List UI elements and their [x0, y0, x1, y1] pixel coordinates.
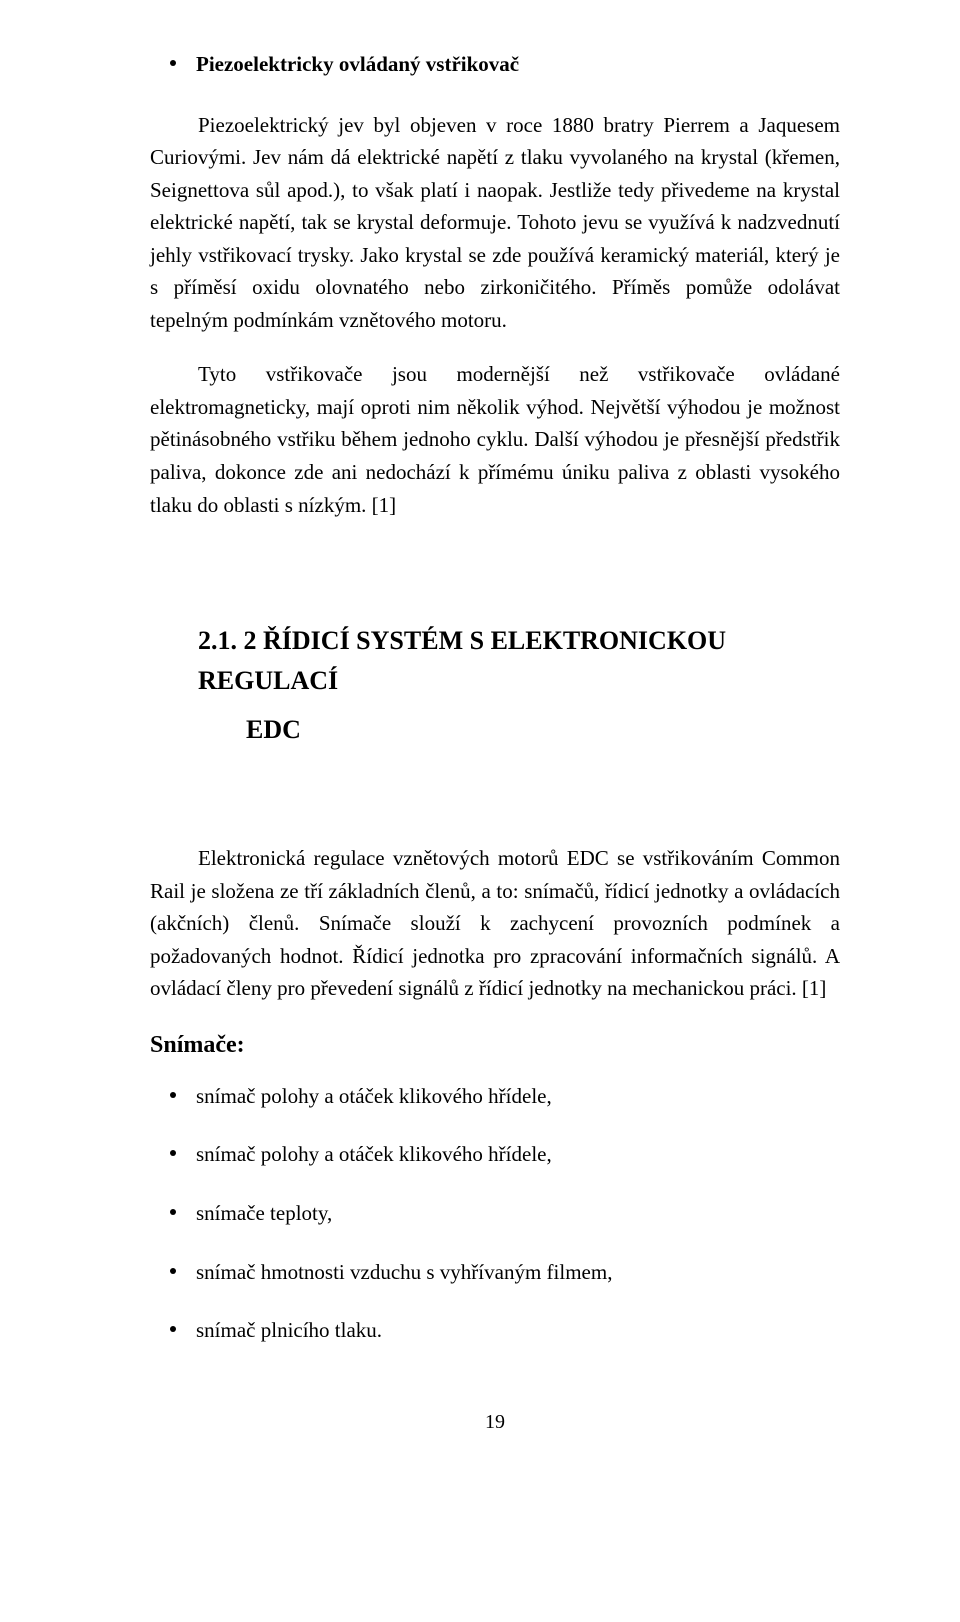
bullet-icon	[170, 1092, 176, 1098]
top-bullet-row: Piezoelektricky ovládaný vstřikovač	[150, 48, 840, 81]
list-item-label: snímač polohy a otáček klikového hřídele…	[196, 1080, 552, 1113]
page-number: 19	[150, 1407, 840, 1438]
list-item: snímač polohy a otáček klikového hřídele…	[170, 1080, 840, 1113]
paragraph-1: Piezoelektrický jev byl objeven v roce 1…	[150, 109, 840, 337]
list-item-label: snímač plnicího tlaku.	[196, 1314, 382, 1347]
bullet-icon	[170, 1326, 176, 1332]
list-item-label: snímač hmotnosti vzduchu s vyhřívaným fi…	[196, 1256, 612, 1289]
bullet-icon	[170, 1150, 176, 1156]
section-heading: 2.1. 2 ŘÍDICÍ SYSTÉM S ELEKTRONICKOU REG…	[198, 621, 840, 702]
top-bullet-label: Piezoelektricky ovládaný vstřikovač	[196, 48, 519, 81]
bullet-icon	[170, 60, 176, 66]
paragraph-2: Tyto vstřikovače jsou modernější než vst…	[150, 358, 840, 521]
section-sub: EDC	[246, 710, 840, 750]
list-item-label: snímač polohy a otáček klikového hřídele…	[196, 1138, 552, 1171]
paragraph-3: Elektronická regulace vznětových motorů …	[150, 842, 840, 1005]
list-item: snímač polohy a otáček klikového hřídele…	[170, 1138, 840, 1171]
list-item: snímače teploty,	[170, 1197, 840, 1230]
list-item: snímač plnicího tlaku.	[170, 1314, 840, 1347]
list-item: snímač hmotnosti vzduchu s vyhřívaným fi…	[170, 1256, 840, 1289]
list-item-label: snímače teploty,	[196, 1197, 332, 1230]
sensors-list: snímač polohy a otáček klikového hřídele…	[150, 1080, 840, 1347]
sensors-label: Snímače:	[150, 1027, 840, 1064]
bullet-icon	[170, 1209, 176, 1215]
bullet-icon	[170, 1268, 176, 1274]
